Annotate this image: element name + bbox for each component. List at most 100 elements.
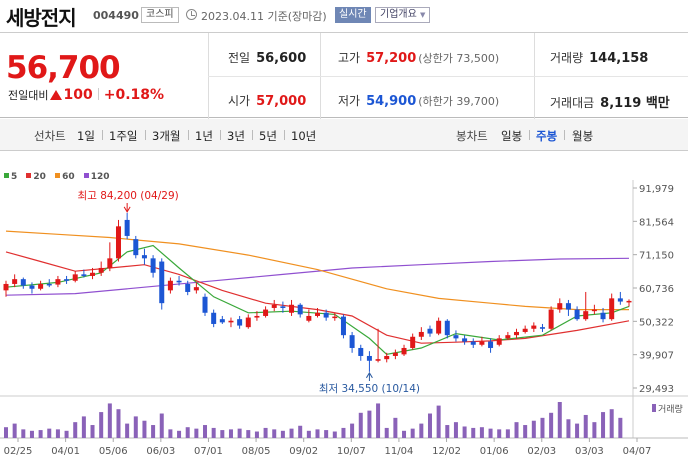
x-tick-label: 04/07 [623,446,652,457]
legend-ma5: 5 [4,172,17,182]
volume-bar [471,427,476,438]
volume-bar [55,429,60,438]
volume-bar [488,428,493,438]
divider [188,130,189,140]
chart-grid [0,180,688,442]
candle-body [81,274,87,276]
candle-body [496,338,502,345]
company-overview-button[interactable]: 기업개요 ▼ [375,7,431,23]
high-label: 고가 [338,51,361,65]
candle-body [20,279,26,286]
candle-body [462,338,468,342]
low-price: 저가 54,900 (하한가 39,700) [338,92,499,109]
volume-bar [185,427,190,438]
candle-body [565,303,571,310]
candle-body [107,258,113,268]
x-tick-label: 10/07 [337,446,366,457]
candle-body [626,300,632,303]
low-arrow-head [365,371,373,379]
candle-body [479,341,485,345]
y-tick-label: 39,907 [639,351,674,362]
candle-body [453,335,459,339]
volume-bar [350,423,355,438]
range-5y[interactable]: 5년 [259,129,277,143]
volume-bar [151,425,156,438]
volume-bar [575,423,580,438]
volume-bar [376,403,381,438]
candle-body [64,279,70,281]
clock-icon [186,9,197,20]
candle-body [332,316,338,319]
range-3m[interactable]: 3개월 [152,129,181,143]
candle-monthly[interactable]: 월봉 [572,129,594,143]
volume: 거래량 144,158 [550,49,648,66]
candle-body [237,319,243,326]
market-badge: 코스피 [141,7,179,23]
base-date: 2023.04.11 기준(장마감) [201,10,327,23]
prev-close: 전일 56,600 [228,49,306,66]
candle-body [574,309,580,320]
high-value: 57,200 [366,51,417,66]
up-arrow-icon [50,90,63,100]
candle-body [470,341,476,345]
candle-body [488,341,494,348]
volume-bar [393,417,398,438]
volume-bar [220,430,225,438]
range-10y[interactable]: 10년 [291,129,317,143]
upper-limit: (상한가 73,500) [418,52,500,65]
open-price: 시가 57,000 [228,92,306,109]
candle-body [609,298,615,320]
volume-bar [531,420,536,438]
range-1y[interactable]: 1년 [195,129,213,143]
candle-body [514,331,520,336]
candle-weekly[interactable]: 주봉 [536,129,558,143]
volume-bar [358,412,363,438]
volume-bar [38,430,43,438]
volume-label: 거래량 [550,51,584,65]
volume-bar [116,409,121,438]
candle-body [228,320,234,323]
volume-legend-label: 거래량 [658,403,683,415]
divider [529,130,530,140]
amount-label: 거래대금 [550,96,595,110]
candle-body [3,283,9,291]
change-row: 전일대비 100 +0.18% [8,87,164,103]
range-1w[interactable]: 1주일 [109,129,138,143]
candle-body [297,304,303,315]
axis-labels: 91,979 81,564 71,150 60,736 50,322 39,907 29,4… [4,184,683,457]
realtime-button[interactable]: 실시간 [335,7,371,23]
volume-bar [402,430,407,438]
volume-value: 144,158 [589,51,649,66]
candle-body [289,304,295,313]
ma20-line [5,251,630,344]
x-tick-label: 01/06 [480,446,509,457]
amount-value: 8,119 백만 [600,96,670,111]
volume-bar [324,430,329,438]
candle-body [444,320,450,336]
candle-body [340,316,346,336]
volume-bar [427,413,432,438]
change-percent: +0.18% [103,87,165,103]
candle-body [427,328,433,334]
volume-bar [618,417,623,438]
volume-bar [107,403,112,438]
volume-bar [462,426,467,438]
volume-bar [479,427,484,438]
candle-body [522,328,528,332]
volume-bar [177,430,182,438]
volume-bar [410,428,415,438]
x-tick-label: 09/02 [289,446,318,457]
candle-body [167,280,173,291]
volume-bar [367,410,372,438]
divider [208,76,688,77]
x-tick-label: 12/02 [432,446,461,457]
candle-body [280,306,286,308]
volume-bar [73,422,78,438]
volume-bar [133,416,138,438]
volume-bar [566,419,571,438]
range-1d[interactable]: 1일 [77,129,95,143]
candle-daily[interactable]: 일봉 [501,129,523,143]
volume-bar [298,425,303,438]
range-3y[interactable]: 3년 [227,129,245,143]
ma5-line [5,244,630,356]
